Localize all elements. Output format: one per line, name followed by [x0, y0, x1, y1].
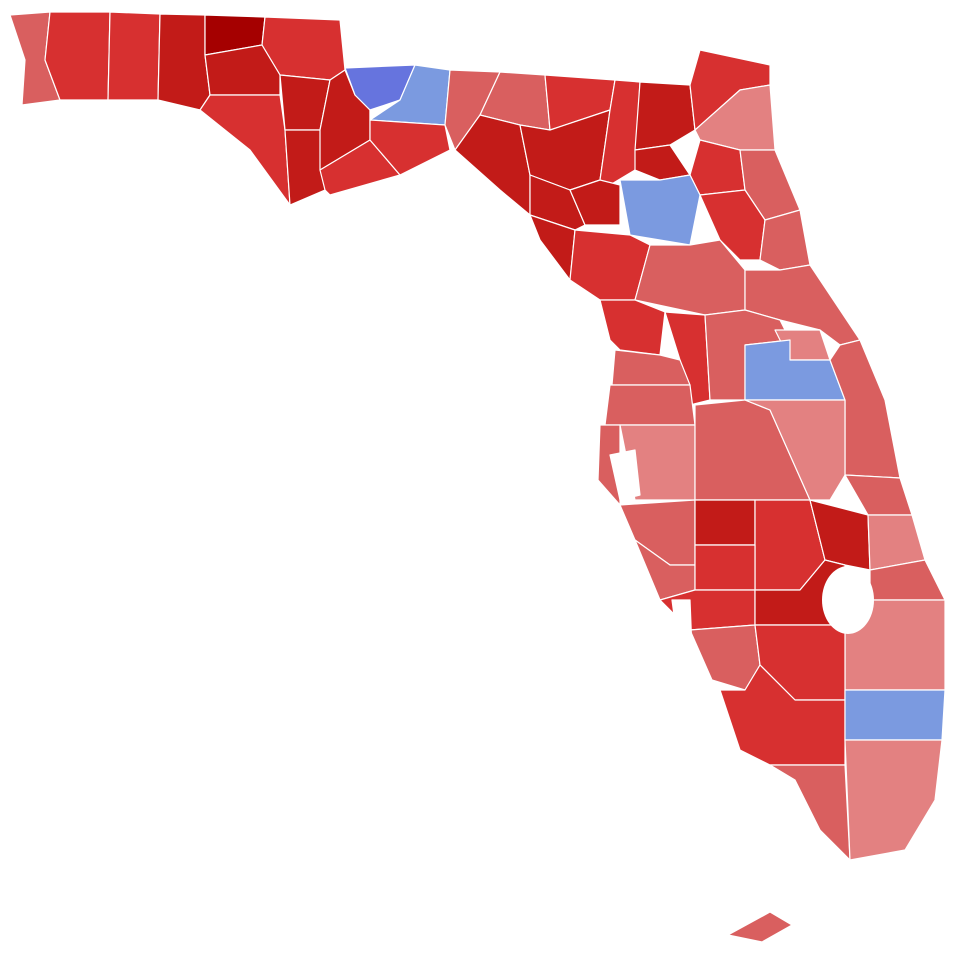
county: [157, 13, 211, 111]
county: [569, 179, 621, 226]
county: [611, 349, 691, 386]
county: [664, 311, 711, 406]
county: [759, 209, 811, 271]
county: [44, 11, 111, 101]
county: [844, 739, 943, 861]
county: [284, 129, 326, 206]
county: [769, 764, 851, 861]
county: [619, 499, 696, 566]
lake: [822, 566, 874, 634]
county: [809, 499, 871, 571]
county: [634, 144, 691, 181]
county: [204, 44, 281, 96]
county: [744, 399, 846, 501]
county: [619, 174, 701, 246]
county: [694, 499, 756, 546]
county: [344, 64, 416, 111]
county: [844, 474, 913, 516]
county: [604, 384, 696, 426]
county: [694, 544, 756, 591]
county: [319, 139, 401, 196]
bay: [609, 449, 641, 501]
county: [199, 94, 291, 206]
county: [369, 109, 451, 176]
counties: [9, 11, 946, 943]
county: [844, 689, 946, 741]
county: [634, 81, 696, 151]
county: [529, 174, 586, 231]
county: [634, 239, 746, 316]
water: [609, 449, 874, 661]
bay: [671, 599, 693, 661]
county: [689, 624, 761, 691]
county: [107, 11, 161, 101]
keys: [727, 911, 793, 943]
county: [599, 299, 666, 356]
